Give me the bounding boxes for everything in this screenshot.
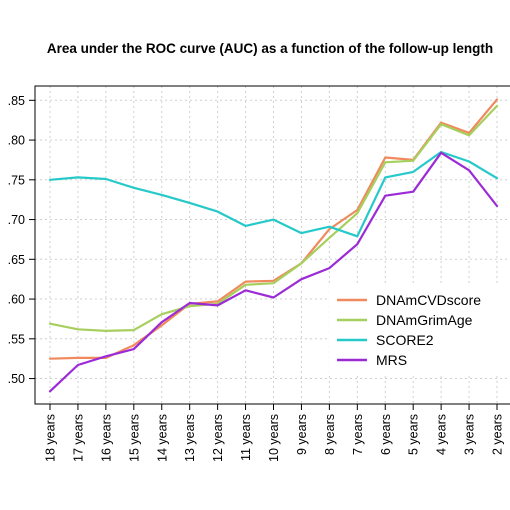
x-tick-label: 16 years (99, 414, 113, 462)
x-tick-label: 18 years (44, 414, 58, 462)
series-line-score2 (48, 150, 499, 238)
series-line-mrs (48, 151, 499, 393)
x-tick-label: 6 years (379, 414, 393, 455)
x-tick-label: 17 years (71, 414, 85, 462)
legend-label: DNAmGrimAge (376, 312, 473, 328)
x-tick-label: 11 years (239, 414, 253, 461)
x-tick-label: 5 years (407, 414, 421, 455)
x-tick-label: 8 years (323, 414, 337, 455)
x-tick-label: 14 years (155, 414, 169, 462)
x-tick-label: 3 years (463, 414, 477, 455)
series-line-dnamgrimage (48, 104, 499, 332)
y-tick-label: .50 (8, 372, 25, 386)
x-tick-label: 12 years (211, 414, 225, 462)
y-tick-label: .55 (8, 332, 25, 346)
y-tick-label: .65 (8, 253, 25, 267)
x-tick-label: 13 years (183, 414, 197, 462)
x-tick-label: 15 years (127, 414, 141, 462)
x-tick-label: 2 years (491, 414, 505, 455)
plot-frame (34, 85, 510, 405)
legend-label: MRS (376, 352, 407, 368)
x-tick-label: 4 years (435, 414, 449, 455)
x-tick-label: 7 years (351, 414, 365, 455)
x-tick-label: 10 years (267, 414, 281, 462)
y-tick-label: .60 (8, 293, 25, 307)
legend: DNAmCVDscore DNAmGrimAge SCORE2 MRS (329, 286, 510, 374)
legend-label: SCORE2 (376, 332, 434, 348)
axes: .50 .55 .60 .65 .70 .75 .80 .85 18 years 17 years… (8, 85, 510, 462)
y-tick-label: .85 (8, 94, 25, 108)
series-lines (48, 98, 499, 393)
y-tick-label: .80 (8, 134, 25, 148)
legend-label: DNAmCVDscore (376, 292, 481, 308)
x-tick-label: 9 years (295, 414, 309, 455)
y-tick-label: .70 (8, 213, 25, 227)
y-tick-label: .75 (8, 173, 25, 187)
chart-title: Area under the ROC curve (AUC) as a func… (47, 41, 493, 56)
